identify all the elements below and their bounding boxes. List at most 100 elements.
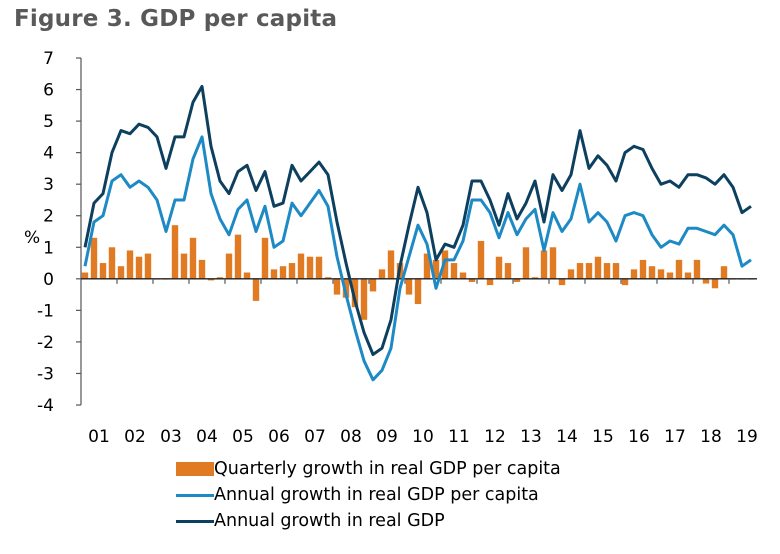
bar bbox=[252, 278, 260, 301]
bar bbox=[144, 253, 152, 279]
bar bbox=[576, 263, 584, 279]
bar bbox=[261, 237, 269, 279]
bar bbox=[135, 256, 143, 279]
bar bbox=[369, 278, 377, 292]
bar bbox=[522, 247, 530, 279]
y-tick-label: 0 bbox=[43, 270, 54, 290]
y-tick-label: 7 bbox=[43, 49, 54, 69]
bar bbox=[612, 263, 620, 279]
y-tick-labels: 7 6 5 4 3 2 1 0 -1 -2 -3 -4 bbox=[37, 49, 54, 416]
y-axis-label: % bbox=[24, 228, 40, 248]
bar bbox=[180, 253, 188, 279]
x-tick-label: 08 bbox=[340, 427, 362, 447]
bar bbox=[198, 259, 206, 279]
x-tick-labels: 01 02 03 04 05 06 07 08 09 10 11 12 13 14 15 16 17 18 19 bbox=[88, 427, 758, 447]
bar bbox=[603, 263, 611, 279]
chart-title: Figure 3. GDP per capita bbox=[14, 6, 338, 32]
x-tick-label: 13 bbox=[520, 427, 542, 447]
bar bbox=[243, 272, 251, 279]
x-tick-label: 01 bbox=[88, 427, 110, 447]
axes bbox=[76, 57, 757, 406]
bar bbox=[468, 278, 476, 282]
line-annual-gdp bbox=[83, 84, 752, 356]
bar bbox=[630, 269, 638, 279]
bar bbox=[531, 277, 539, 279]
bar bbox=[477, 240, 485, 279]
bar bbox=[90, 237, 98, 279]
y-tick-label: 1 bbox=[43, 238, 54, 258]
bar bbox=[378, 269, 386, 279]
bar bbox=[333, 278, 341, 295]
x-tick-label: 16 bbox=[628, 427, 650, 447]
bar bbox=[702, 278, 710, 284]
bar bbox=[126, 250, 134, 279]
x-tick-label: 04 bbox=[196, 427, 218, 447]
bar bbox=[171, 225, 179, 279]
bar bbox=[423, 253, 431, 279]
y-tick-label: -4 bbox=[37, 396, 54, 416]
legend-swatch-line bbox=[176, 493, 214, 497]
legend: Quarterly growth in real GDP per capita … bbox=[176, 456, 561, 534]
bar bbox=[81, 272, 89, 279]
bar bbox=[621, 278, 629, 286]
legend-item-annual-per-capita: Annual growth in real GDP per capita bbox=[176, 482, 561, 508]
legend-label: Annual growth in real GDP bbox=[214, 511, 445, 531]
bar bbox=[108, 247, 116, 279]
x-tick-label: 07 bbox=[304, 427, 326, 447]
x-tick-label: 05 bbox=[232, 427, 254, 447]
bar bbox=[450, 263, 458, 279]
bar bbox=[270, 269, 278, 279]
bar bbox=[306, 256, 314, 279]
legend-label: Annual growth in real GDP per capita bbox=[214, 485, 539, 505]
bar bbox=[711, 278, 719, 289]
bar bbox=[594, 256, 602, 279]
bar bbox=[540, 250, 548, 279]
bar bbox=[720, 266, 728, 279]
bar bbox=[666, 272, 674, 279]
x-tick-label: 15 bbox=[592, 427, 614, 447]
bar bbox=[207, 278, 215, 281]
y-tick-label: 5 bbox=[43, 112, 54, 132]
y-tick-label: -2 bbox=[37, 333, 54, 353]
bar bbox=[693, 259, 701, 279]
bar bbox=[486, 278, 494, 286]
bar bbox=[279, 266, 287, 279]
y-tick-label: -3 bbox=[37, 364, 54, 384]
bar bbox=[351, 278, 359, 308]
bar bbox=[297, 253, 305, 279]
bar bbox=[216, 277, 224, 279]
bar bbox=[549, 247, 557, 279]
bar bbox=[234, 234, 242, 279]
y-tick-label: -1 bbox=[37, 301, 54, 321]
bar bbox=[432, 259, 440, 279]
bar bbox=[315, 256, 323, 279]
bar bbox=[648, 266, 656, 279]
bar bbox=[684, 272, 692, 279]
bar bbox=[657, 269, 665, 279]
bar bbox=[99, 263, 107, 279]
bar bbox=[405, 278, 413, 295]
bar bbox=[558, 278, 566, 286]
x-tick-label: 10 bbox=[412, 427, 434, 447]
legend-item-annual-gdp: Annual growth in real GDP bbox=[176, 508, 561, 534]
bar bbox=[414, 278, 422, 305]
y-tick-label: 4 bbox=[43, 144, 54, 164]
bar bbox=[459, 272, 467, 279]
y-tick-label: 2 bbox=[43, 207, 54, 227]
bar bbox=[504, 263, 512, 279]
y-tick-label: 6 bbox=[43, 81, 54, 101]
legend-item-quarterly: Quarterly growth in real GDP per capita bbox=[176, 456, 561, 482]
bar bbox=[324, 277, 332, 279]
bar bbox=[495, 256, 503, 279]
x-tick-label: 11 bbox=[448, 427, 470, 447]
y-tick-label: 3 bbox=[43, 175, 54, 195]
x-tick-label: 02 bbox=[124, 427, 146, 447]
x-tick-label: 18 bbox=[700, 427, 722, 447]
x-tick-label: 12 bbox=[484, 427, 506, 447]
bar bbox=[567, 269, 575, 279]
legend-swatch-line bbox=[176, 519, 214, 523]
legend-swatch-bar bbox=[176, 462, 214, 476]
line-series bbox=[83, 84, 752, 382]
x-tick-label: 09 bbox=[376, 427, 398, 447]
